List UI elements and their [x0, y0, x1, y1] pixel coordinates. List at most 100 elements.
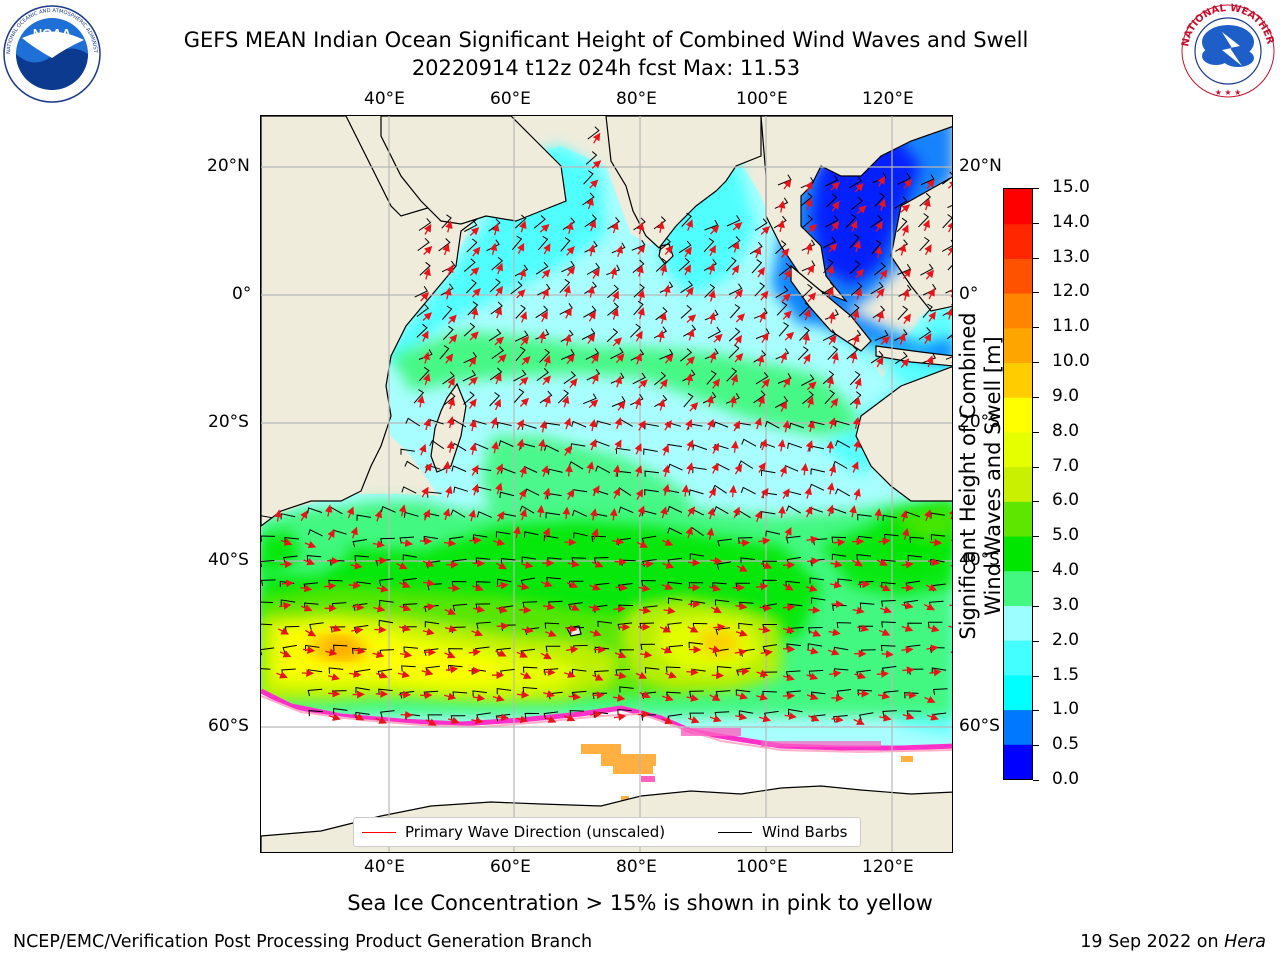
wind-barb — [835, 488, 851, 497]
wave-direction-arrow — [638, 420, 646, 431]
wave-direction-arrow — [447, 377, 455, 389]
wave-direction-arrow — [781, 293, 791, 303]
wave-direction-arrow — [541, 287, 549, 300]
colorbar-tick-mark — [1033, 466, 1039, 468]
wave-direction-arrow — [686, 668, 699, 676]
wave-direction-arrow — [446, 264, 454, 277]
wave-direction-arrow — [398, 624, 411, 632]
wind-barb — [307, 688, 323, 697]
wind-barb — [896, 217, 908, 233]
wave-direction-arrow — [447, 716, 460, 725]
wave-direction-arrow — [496, 511, 505, 522]
wave-direction-arrow — [735, 602, 748, 611]
wind-barb — [537, 283, 551, 296]
wave-direction-arrow — [877, 175, 886, 187]
wind-barb — [548, 468, 563, 475]
wave-direction-arrow — [710, 225, 720, 235]
wave-direction-arrow — [878, 628, 891, 636]
wave-direction-arrow — [591, 353, 600, 364]
wave-direction-arrow — [496, 622, 509, 630]
wave-direction-arrow — [516, 650, 528, 658]
wave-direction-arrow — [803, 353, 811, 365]
wind-barb — [463, 322, 476, 337]
wave-direction-arrow — [804, 486, 812, 499]
wind-barb — [261, 668, 271, 670]
wave-direction-arrow — [780, 248, 790, 259]
wave-direction-arrow — [516, 419, 525, 430]
wave-direction-arrow — [517, 242, 525, 255]
wave-direction-arrow — [421, 330, 429, 342]
wind-barb — [462, 369, 477, 382]
wave-direction-arrow — [303, 557, 316, 566]
wave-direction-arrow — [521, 625, 534, 634]
wave-direction-arrow — [324, 582, 337, 591]
wave-direction-arrow — [806, 672, 819, 681]
wind-barb — [510, 281, 523, 295]
wave-direction-arrow — [591, 528, 599, 541]
wave-direction-arrow — [444, 692, 457, 701]
wind-barb — [872, 172, 887, 183]
wind-barb — [881, 600, 896, 607]
wind-barb — [777, 373, 792, 384]
wind-barb — [514, 330, 529, 342]
wind-barb — [261, 623, 273, 626]
wave-direction-arrow — [592, 132, 601, 144]
wave-direction-arrow — [687, 625, 699, 633]
wave-direction-arrow — [924, 695, 936, 703]
wave-direction-arrow — [495, 562, 507, 570]
wave-direction-arrow — [396, 562, 408, 570]
wind-barb — [618, 506, 634, 514]
wave-direction-arrow — [633, 397, 642, 410]
wave-direction-arrow — [348, 581, 361, 590]
wave-direction-arrow — [445, 665, 459, 674]
wave-direction-arrow — [831, 694, 844, 702]
colorbar-bin — [1004, 431, 1032, 468]
wave-direction-arrow — [611, 307, 619, 320]
wave-direction-arrow — [852, 606, 865, 615]
wave-direction-arrow — [759, 714, 771, 723]
wind-barb — [416, 303, 430, 317]
wave-direction-arrow — [665, 671, 677, 679]
wave-direction-arrow — [683, 264, 691, 276]
wave-direction-arrow — [853, 396, 861, 409]
wave-direction-arrow — [497, 354, 507, 364]
wave-direction-arrow — [805, 180, 813, 193]
wave-direction-arrow — [663, 284, 671, 297]
wave-direction-arrow — [803, 308, 811, 321]
colorbar-tick-label: 3.0 — [1052, 594, 1080, 615]
wave-direction-arrow — [495, 463, 503, 475]
wave-direction-arrow — [567, 560, 580, 568]
wind-barb — [453, 486, 469, 493]
wave-direction-arrow — [353, 713, 365, 721]
wave-direction-arrow — [540, 579, 553, 588]
wind-barb — [706, 370, 717, 385]
wind-barb — [261, 579, 276, 587]
wave-direction-arrow — [611, 221, 619, 234]
wave-direction-arrow — [520, 336, 530, 346]
wave-direction-arrow — [782, 603, 796, 612]
wave-direction-arrow — [634, 352, 643, 365]
wind-barb — [680, 280, 694, 294]
wind-barb — [930, 534, 946, 541]
wave-direction-arrow — [711, 442, 720, 454]
colorbar-bin — [1004, 709, 1032, 745]
wave-direction-arrow — [686, 694, 699, 702]
wind-barb — [713, 421, 729, 428]
wave-direction-arrow — [709, 693, 721, 701]
wave-direction-arrow — [686, 439, 694, 451]
wave-direction-arrow — [519, 376, 529, 386]
wave-direction-arrow — [754, 417, 762, 430]
wave-direction-arrow — [447, 397, 456, 410]
wave-direction-arrow — [349, 670, 362, 678]
wave-direction-arrow — [782, 488, 790, 500]
wave-direction-arrow — [707, 262, 716, 275]
wave-direction-arrow — [685, 526, 694, 539]
wave-direction-arrow — [591, 160, 602, 169]
wave-direction-arrow — [830, 397, 839, 409]
wind-barb — [261, 515, 272, 519]
wind-barb — [735, 689, 751, 696]
wave-direction-arrow — [566, 266, 576, 277]
wind-barb — [692, 444, 708, 451]
wave-direction-arrow — [713, 333, 723, 343]
wave-direction-arrow — [760, 290, 769, 301]
